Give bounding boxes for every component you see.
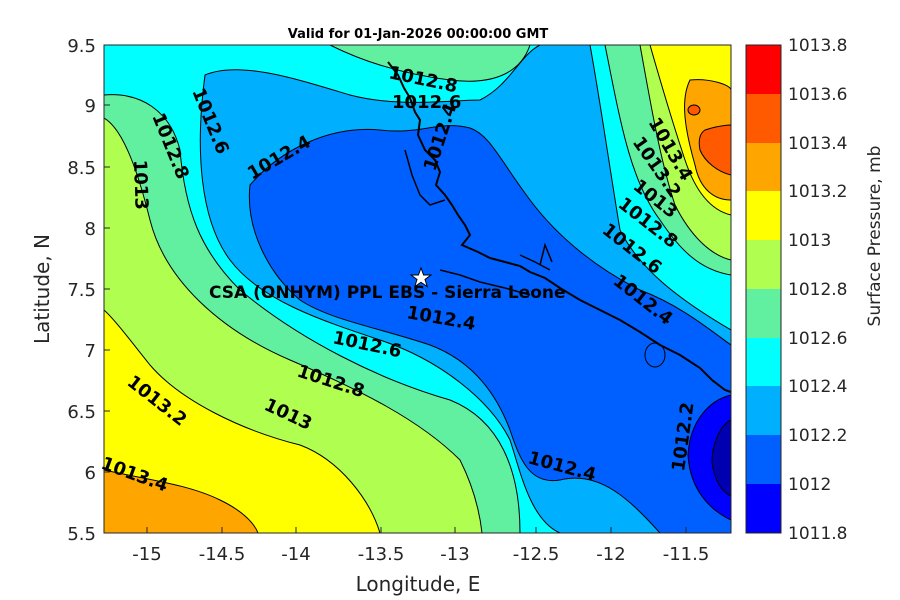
colorbar-swatch <box>746 289 781 338</box>
colorbar-tick-label: 1013.2 <box>788 182 847 202</box>
x-tick-label: -13 <box>440 544 469 565</box>
x-tick-label: -15 <box>132 544 161 565</box>
colorbar-swatch <box>746 386 781 435</box>
colorbar-swatch <box>746 240 781 289</box>
x-tick-label: -11.5 <box>663 544 710 565</box>
field-1012-2-spot <box>644 342 666 368</box>
colorbar-tick-label: 1012.2 <box>788 426 847 446</box>
x-tick-label: -13.5 <box>358 544 405 565</box>
x-axis: -15 -14.5 -14 -13.5 -13 -12.5 -12 -11.5 … <box>132 527 709 596</box>
y-tick-label: 6 <box>85 463 96 484</box>
colorbar-tick-label: 1013 <box>788 231 831 251</box>
y-tick-label: 6.5 <box>67 402 96 423</box>
y-tick-label: 5.5 <box>67 524 96 545</box>
colorbar-swatch <box>746 143 781 191</box>
field-1012-2 <box>248 125 731 533</box>
y-tick-label: 8.5 <box>67 158 96 179</box>
y-tick-label: 8 <box>85 219 96 240</box>
x-tick-label: -12.5 <box>513 544 560 565</box>
colorbar-tick-label: 1011.8 <box>788 524 847 544</box>
colorbar-tick-label: 1013.6 <box>788 85 847 105</box>
field-1013-6-spot <box>687 104 701 116</box>
field-1011-8 <box>711 419 731 497</box>
y-tick-label: 7 <box>85 341 96 362</box>
colorbar-swatch <box>746 338 781 386</box>
x-tick-label: -14 <box>281 544 310 565</box>
field-1013-4-west <box>104 469 259 533</box>
y-tick-label: 9.5 <box>67 36 96 57</box>
map-title: Valid for 01-Jan-2026 00:00:00 GMT <box>288 27 549 42</box>
field-1013-2-west <box>104 309 381 533</box>
field-1012 <box>687 394 731 521</box>
y-axis: 9.5 9 8.5 8 7.5 7 6.5 6 5.5 Latitude, N <box>30 36 110 545</box>
colorbar: 1013.8 1013.6 1013.4 1013.2 1013 1012.8 … <box>745 36 885 544</box>
colorbar-tick-label: 1013.4 <box>788 134 847 154</box>
field-1013-6-east <box>698 124 731 176</box>
colorbar-swatch <box>746 45 781 94</box>
colorbar-swatch <box>746 435 781 484</box>
plot-area <box>104 45 731 533</box>
contour-label: 1013 <box>129 159 152 210</box>
x-tick-label: -14.5 <box>199 544 246 565</box>
star-icon <box>409 266 433 288</box>
colorbar-title: Surface Pressure, mb <box>865 146 885 327</box>
y-axis-label: Latitude, N <box>30 234 54 344</box>
colorbar-tick-label: 1013.8 <box>788 36 847 56</box>
colorbar-tick-label: 1012 <box>788 475 831 495</box>
coastline <box>387 61 731 393</box>
colorbar-swatch <box>746 94 781 143</box>
contour-label: 1012.6 <box>392 92 461 113</box>
colorbar-tick-label: 1012.8 <box>788 280 847 300</box>
colorbar-swatch <box>746 484 781 533</box>
station-label: CSA (ONHYM) PPL EBS - Sierra Leone <box>209 283 566 303</box>
y-tick-label: 9 <box>85 96 96 117</box>
x-axis-label: Longitude, E <box>356 572 481 596</box>
colorbar-frame <box>745 44 782 534</box>
y-tick-label: 7.5 <box>67 280 96 301</box>
colorbar-tick-label: 1012.4 <box>788 377 847 397</box>
colorbar-tick-label: 1012.6 <box>788 329 847 349</box>
x-tick-label: -12 <box>596 544 625 565</box>
colorbar-swatch <box>746 191 781 240</box>
coastline-estuary <box>404 149 553 296</box>
